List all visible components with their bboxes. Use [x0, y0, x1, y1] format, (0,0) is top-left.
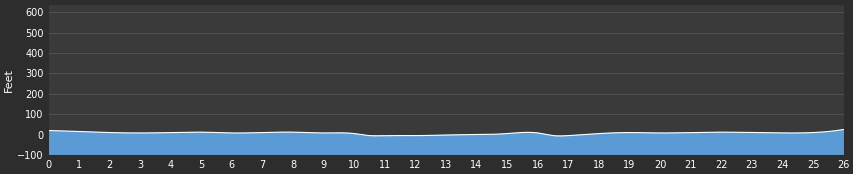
Y-axis label: Feet: Feet	[4, 68, 15, 92]
